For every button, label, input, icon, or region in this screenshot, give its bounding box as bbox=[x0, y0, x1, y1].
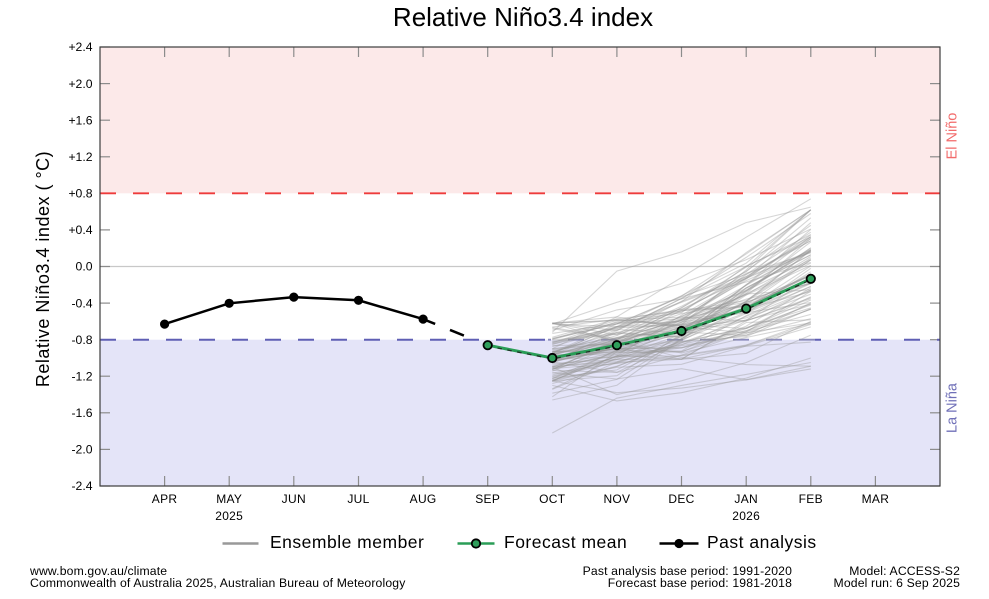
svg-text:2025: 2025 bbox=[215, 509, 243, 523]
svg-text:AUG: AUG bbox=[410, 492, 437, 506]
svg-text:+0.4: +0.4 bbox=[68, 223, 92, 237]
svg-text:2026: 2026 bbox=[732, 509, 760, 523]
svg-text:Forecast mean: Forecast mean bbox=[504, 532, 627, 552]
svg-text:-2.0: -2.0 bbox=[71, 443, 92, 457]
svg-text:FEB: FEB bbox=[799, 492, 823, 506]
svg-text:DEC: DEC bbox=[668, 492, 694, 506]
svg-text:La Niña: La Niña bbox=[945, 382, 961, 433]
svg-text:Relative Niño3.4 index ( °C): Relative Niño3.4 index ( °C) bbox=[33, 151, 53, 387]
svg-text:MAR: MAR bbox=[862, 492, 890, 506]
svg-text:Past analysis base period: 199: Past analysis base period: 1991-2020 bbox=[583, 564, 792, 578]
svg-text:+2.0: +2.0 bbox=[68, 77, 92, 91]
svg-text:Past analysis: Past analysis bbox=[707, 532, 817, 552]
svg-text:JAN: JAN bbox=[734, 492, 758, 506]
svg-text:JUN: JUN bbox=[282, 492, 306, 506]
svg-text:SEP: SEP bbox=[475, 492, 500, 506]
svg-text:www.bom.gov.au/climate: www.bom.gov.au/climate bbox=[29, 564, 167, 578]
svg-text:APR: APR bbox=[152, 492, 178, 506]
svg-text:Model: ACCESS-S2: Model: ACCESS-S2 bbox=[849, 564, 960, 578]
svg-text:NOV: NOV bbox=[603, 492, 630, 506]
svg-text:El Niño: El Niño bbox=[945, 113, 961, 160]
svg-text:-0.4: -0.4 bbox=[71, 296, 92, 310]
svg-text:+2.4: +2.4 bbox=[68, 40, 92, 54]
svg-text:Commonwealth of Australia 2025: Commonwealth of Australia 2025, Australi… bbox=[30, 576, 406, 590]
svg-text:+0.8: +0.8 bbox=[68, 187, 92, 201]
svg-text:-2.4: -2.4 bbox=[71, 479, 92, 493]
svg-text:JUL: JUL bbox=[347, 492, 369, 506]
svg-text:+1.6: +1.6 bbox=[68, 113, 92, 127]
svg-text:Model run: 6 Sep 2025: Model run: 6 Sep 2025 bbox=[834, 576, 961, 590]
svg-text:0.0: 0.0 bbox=[76, 260, 93, 274]
svg-text:+1.2: +1.2 bbox=[68, 150, 92, 164]
svg-text:MAY: MAY bbox=[216, 492, 242, 506]
svg-text:Relative Niño3.4 index: Relative Niño3.4 index bbox=[393, 2, 653, 32]
svg-text:OCT: OCT bbox=[539, 492, 566, 506]
svg-text:-1.2: -1.2 bbox=[71, 369, 92, 383]
svg-text:-0.8: -0.8 bbox=[71, 333, 92, 347]
svg-text:Forecast base period: 1981-201: Forecast base period: 1981-2018 bbox=[608, 576, 792, 590]
svg-text:-1.6: -1.6 bbox=[71, 406, 92, 420]
svg-text:Ensemble member: Ensemble member bbox=[270, 532, 424, 552]
